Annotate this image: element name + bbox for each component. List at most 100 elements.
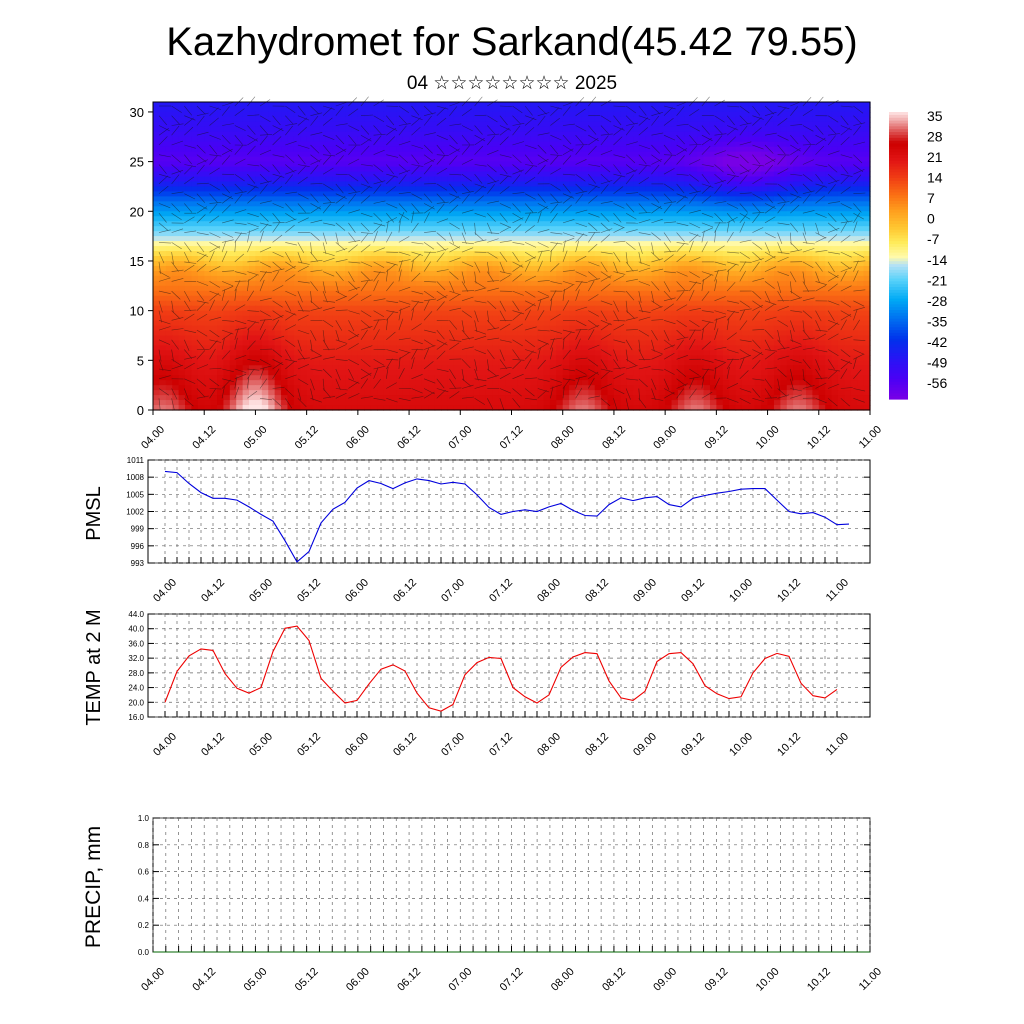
heatmap-cell: [268, 111, 276, 118]
heatmap-cell: [857, 206, 865, 212]
heatmap-cell: [780, 166, 788, 173]
heatmap-cell: [274, 285, 282, 292]
heatmap-cell: [447, 186, 455, 193]
heatmap-cell: [767, 111, 775, 118]
heatmap-cell: [281, 146, 289, 153]
heatmap-cell: [287, 270, 295, 277]
heatmap-cell: [473, 221, 481, 227]
heatmap-cell: [377, 285, 385, 292]
heatmap-cell: [389, 315, 397, 322]
heatmap-cell: [396, 241, 404, 247]
heatmap-cell: [217, 216, 225, 222]
heatmap-cell: [466, 186, 474, 193]
heatmap-cell: [645, 216, 653, 222]
heatmap-cell: [639, 196, 647, 202]
heatmap-cell: [562, 181, 570, 188]
heatmap-cell: [601, 231, 609, 237]
heatmap-cell: [837, 280, 845, 287]
heatmap-cell: [690, 126, 698, 133]
heatmap-cell: [428, 161, 436, 168]
heatmap-cell: [268, 216, 276, 222]
heatmap-cell: [345, 300, 353, 307]
heatmap-cell: [575, 181, 583, 188]
heatmap-cell: [345, 310, 353, 317]
heatmap-cell: [671, 156, 679, 163]
heatmap-cell: [325, 131, 333, 138]
heatmap-cell: [197, 280, 205, 287]
heatmap-cell: [517, 131, 525, 138]
heatmap-cell: [306, 226, 314, 232]
heatmap-cell: [242, 102, 250, 108]
heatmap-cell: [377, 146, 385, 153]
heatmap-cell: [274, 102, 282, 108]
heatmap-cell: [217, 131, 225, 138]
heatmap-cell: [626, 226, 634, 232]
heatmap-cell: [172, 251, 180, 257]
heatmap-cell: [537, 226, 545, 232]
heatmap-cell: [613, 246, 621, 252]
heatmap-cell: [863, 191, 871, 197]
heatmap-cell: [319, 211, 327, 217]
heatmap-cell: [722, 102, 730, 108]
heatmap-cell: [812, 176, 820, 183]
heatmap-cell: [850, 181, 858, 188]
heatmap-cell: [684, 161, 692, 168]
heatmap-cell: [351, 226, 359, 232]
heatmap-cell: [345, 285, 353, 292]
heatmap-cell: [530, 201, 538, 207]
heatmap-cell: [588, 216, 596, 222]
heatmap-cell: [306, 116, 314, 123]
heatmap-cell: [684, 126, 692, 133]
heatmap-cell: [402, 176, 410, 183]
heatmap-cell: [703, 265, 711, 272]
heatmap-cell: [786, 305, 794, 312]
heatmap-cell: [697, 216, 705, 222]
heatmap-cell: [677, 231, 685, 237]
heatmap-cell: [338, 126, 346, 133]
heatmap-cell: [716, 106, 724, 113]
heatmap-cell: [313, 290, 321, 297]
heatmap-cell: [517, 251, 525, 257]
heatmap-cell: [370, 166, 378, 173]
heatmap-cell: [370, 246, 378, 252]
heatmap-cell: [729, 226, 737, 232]
heatmap-cell: [287, 275, 295, 282]
heatmap-cell: [255, 151, 263, 158]
heatmap-cell: [735, 191, 743, 197]
heatmap-cell: [780, 206, 788, 212]
heatmap-cell: [485, 251, 493, 257]
heatmap-cell: [255, 126, 263, 133]
heatmap-cell: [530, 251, 538, 257]
heatmap-cell: [338, 106, 346, 113]
heatmap-cell: [165, 121, 173, 128]
heatmap-cell: [492, 186, 500, 193]
heatmap-cell: [537, 231, 545, 237]
heatmap-cell: [831, 136, 839, 143]
heatmap-cell: [338, 156, 346, 163]
heatmap-cell: [780, 171, 788, 178]
heatmap-cell: [805, 310, 813, 317]
heatmap-cell: [236, 251, 244, 257]
heatmap-cell: [620, 211, 628, 217]
heatmap-cell: [825, 221, 833, 227]
heatmap-cell: [172, 305, 180, 312]
heatmap-cell: [377, 176, 385, 183]
heatmap-cell: [197, 295, 205, 302]
heatmap-cell: [831, 305, 839, 312]
heatmap-cell: [153, 211, 160, 217]
heatmap-cell: [658, 270, 666, 277]
heatmap-cell: [434, 116, 442, 123]
heatmap-cell: [863, 171, 871, 178]
heatmap-cell: [204, 300, 212, 307]
heatmap-cell: [601, 166, 609, 173]
heatmap-cell: [389, 116, 397, 123]
heatmap-cell: [274, 251, 282, 257]
heatmap-cell: [569, 241, 577, 247]
heatmap-cell: [261, 111, 269, 118]
heatmap-cell: [773, 310, 781, 317]
heatmap-cell: [261, 216, 269, 222]
heatmap-cell: [556, 295, 564, 302]
heatmap-cell: [159, 265, 167, 272]
heatmap-cell: [645, 131, 653, 138]
heatmap-cell: [242, 121, 250, 128]
